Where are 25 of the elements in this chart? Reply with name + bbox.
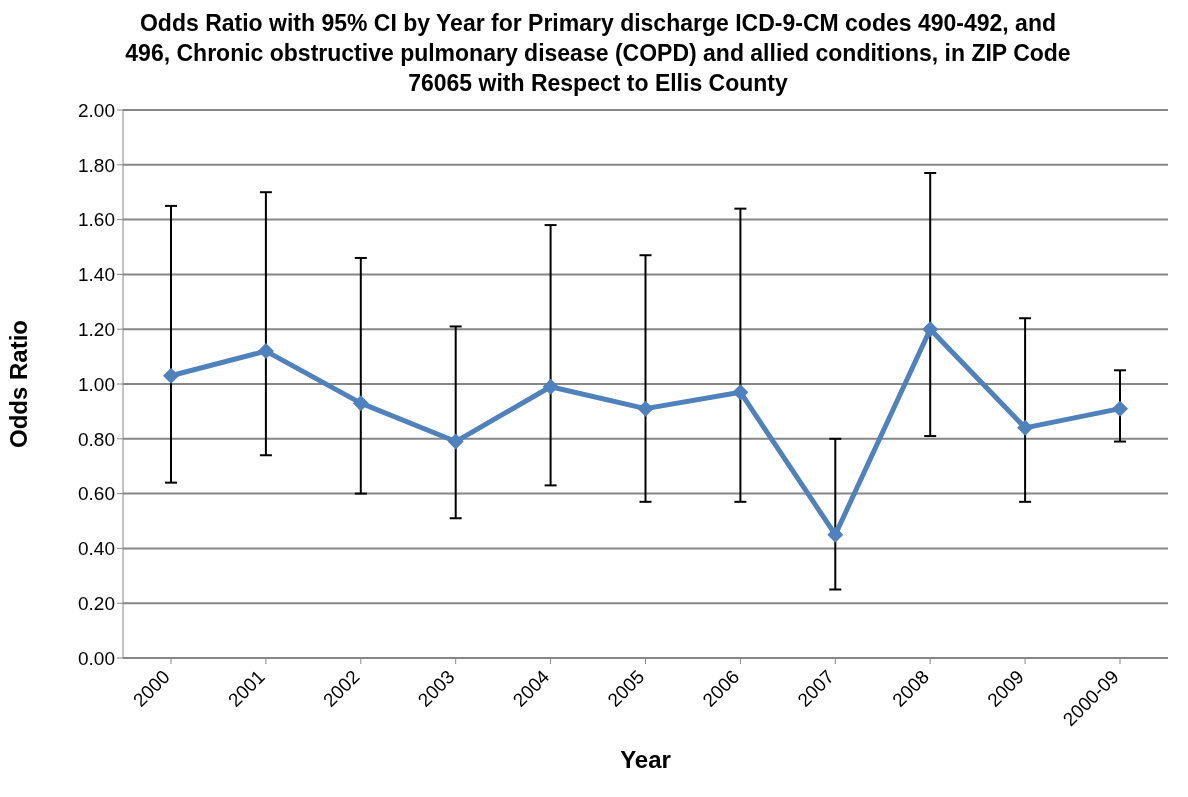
- y-tick-label: 0.40: [78, 538, 115, 560]
- y-tick-label: 0.00: [78, 647, 115, 669]
- point: [637, 400, 654, 417]
- point: [257, 343, 274, 360]
- y-tick-label: 1.80: [78, 154, 115, 176]
- point: [352, 395, 369, 412]
- y-tick-label: 1.00: [78, 373, 115, 395]
- point: [922, 321, 939, 338]
- point: [542, 378, 559, 395]
- point: [827, 526, 844, 543]
- y-tick-label: 1.40: [78, 264, 115, 286]
- y-tick-label: 0.20: [78, 592, 115, 614]
- y-tick-label: 1.20: [78, 318, 115, 340]
- y-tick-label: 2.00: [78, 99, 115, 121]
- chart-title: Odds Ratio with 95% CI by Year for Primary discharge ICD-9-CM codes 490-492, and 496, Chronic obstructive pulmonary disease (COPD) and allied conditions, in ZIP Code 76065 with Respect to Ellis County: [124, 9, 1072, 98]
- y-tick-label: 0.80: [78, 428, 115, 450]
- point: [447, 433, 464, 450]
- point: [1112, 400, 1128, 417]
- y-tick-label: 1.60: [78, 209, 115, 231]
- point: [732, 384, 749, 401]
- x-axis-title: Year: [620, 746, 671, 773]
- point: [1017, 419, 1034, 436]
- y-tick-label: 0.60: [78, 483, 115, 505]
- point: [163, 367, 179, 384]
- y-axis-title: Odds Ratio: [4, 319, 32, 449]
